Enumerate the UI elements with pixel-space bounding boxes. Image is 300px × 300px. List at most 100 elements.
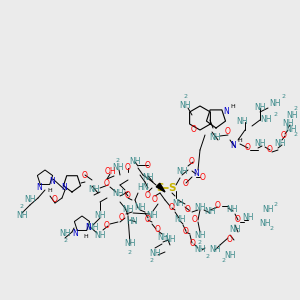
Text: NH: NH [194, 245, 206, 254]
Text: 2: 2 [221, 259, 225, 263]
Text: NH: NH [209, 134, 221, 142]
Text: 2: 2 [198, 241, 202, 245]
Text: O: O [281, 130, 287, 140]
Text: NH: NH [129, 158, 141, 166]
Text: NH: NH [236, 118, 248, 127]
Text: O: O [185, 206, 191, 214]
Text: N: N [49, 176, 55, 185]
Text: 2: 2 [294, 106, 298, 110]
Text: O: O [52, 196, 58, 205]
Text: NH: NH [94, 211, 106, 220]
Text: NH: NH [209, 245, 221, 254]
Text: 2: 2 [128, 250, 132, 254]
Text: O: O [119, 214, 125, 223]
Text: S: S [156, 183, 164, 193]
Text: 2: 2 [63, 238, 67, 244]
Text: O: O [200, 172, 206, 182]
Text: NH: NH [124, 239, 136, 248]
Text: NH: NH [59, 229, 71, 238]
Text: NH: NH [282, 119, 294, 128]
Text: NH: NH [172, 199, 184, 208]
Text: 2: 2 [150, 259, 154, 263]
Text: O: O [169, 202, 175, 211]
Text: O: O [152, 196, 158, 205]
Text: NH: NH [142, 173, 154, 182]
Text: 2: 2 [281, 94, 285, 98]
Text: O: O [145, 191, 151, 200]
Text: NH: NH [285, 125, 297, 134]
Text: 2: 2 [205, 254, 209, 259]
Text: NH: NH [259, 218, 271, 227]
Text: O: O [145, 160, 151, 169]
Text: NH: NH [226, 206, 238, 214]
Text: NH: NH [269, 98, 281, 107]
Text: O: O [125, 190, 131, 200]
Text: HN: HN [137, 184, 149, 193]
Text: NH: NH [157, 233, 169, 242]
Text: NH: NH [176, 167, 188, 176]
Text: O: O [191, 125, 197, 134]
Text: NH: NH [16, 211, 28, 220]
Text: 2: 2 [294, 133, 298, 137]
Text: O: O [189, 158, 195, 166]
Text: O: O [125, 164, 131, 172]
Text: O: O [215, 200, 221, 209]
Text: NH: NH [274, 140, 286, 148]
Polygon shape [156, 183, 165, 192]
Text: NH: NH [94, 230, 106, 239]
Text: N: N [230, 142, 236, 151]
Text: S: S [168, 183, 176, 193]
Text: NH: NH [194, 230, 206, 239]
Text: O: O [183, 178, 189, 188]
Text: O: O [104, 220, 110, 230]
Text: O: O [267, 146, 273, 154]
Text: NH: NH [149, 248, 161, 257]
Text: NH: NH [262, 206, 274, 214]
Text: NH: NH [112, 188, 124, 197]
Text: H: H [231, 103, 236, 109]
Text: O: O [245, 143, 251, 152]
Text: O: O [183, 227, 189, 236]
Text: H: H [84, 233, 88, 238]
Text: O: O [145, 215, 151, 224]
Text: O: O [225, 128, 231, 136]
Text: NH: NH [286, 110, 298, 119]
Text: 2: 2 [273, 202, 277, 206]
Text: NH: NH [224, 250, 236, 260]
Text: NH: NH [254, 140, 266, 148]
Text: N: N [85, 223, 91, 232]
Text: N: N [193, 169, 199, 178]
Text: O: O [155, 226, 161, 235]
Text: NH: NH [146, 211, 158, 220]
Text: NH: NH [204, 208, 216, 217]
Text: H: H [238, 137, 242, 142]
Text: NH: NH [112, 164, 124, 172]
Text: NH: NH [87, 224, 99, 232]
Text: NH: NH [164, 236, 176, 244]
Text: O: O [227, 236, 233, 244]
Text: NH: NH [229, 226, 241, 235]
Text: 2: 2 [183, 94, 187, 100]
Text: O: O [192, 215, 198, 224]
Text: NH: NH [254, 103, 266, 112]
Text: N: N [61, 182, 67, 191]
Text: OH: OH [104, 167, 116, 176]
Text: NH: NH [242, 214, 254, 223]
Text: NH: NH [122, 206, 134, 214]
Text: NH: NH [260, 116, 272, 124]
Text: NH: NH [24, 196, 36, 205]
Text: NH: NH [134, 203, 146, 212]
Text: O: O [82, 170, 88, 179]
Text: HN: HN [126, 218, 138, 226]
Text: 2: 2 [20, 205, 24, 209]
Text: N: N [223, 107, 229, 116]
Text: 2: 2 [116, 158, 120, 163]
Text: O: O [104, 178, 110, 188]
Text: O: O [235, 215, 241, 224]
Text: O: O [190, 239, 196, 248]
Text: N: N [72, 230, 78, 238]
Text: 2: 2 [273, 112, 277, 118]
Text: NH: NH [179, 100, 191, 109]
Text: NH: NH [88, 185, 100, 194]
Text: NH: NH [194, 202, 206, 211]
